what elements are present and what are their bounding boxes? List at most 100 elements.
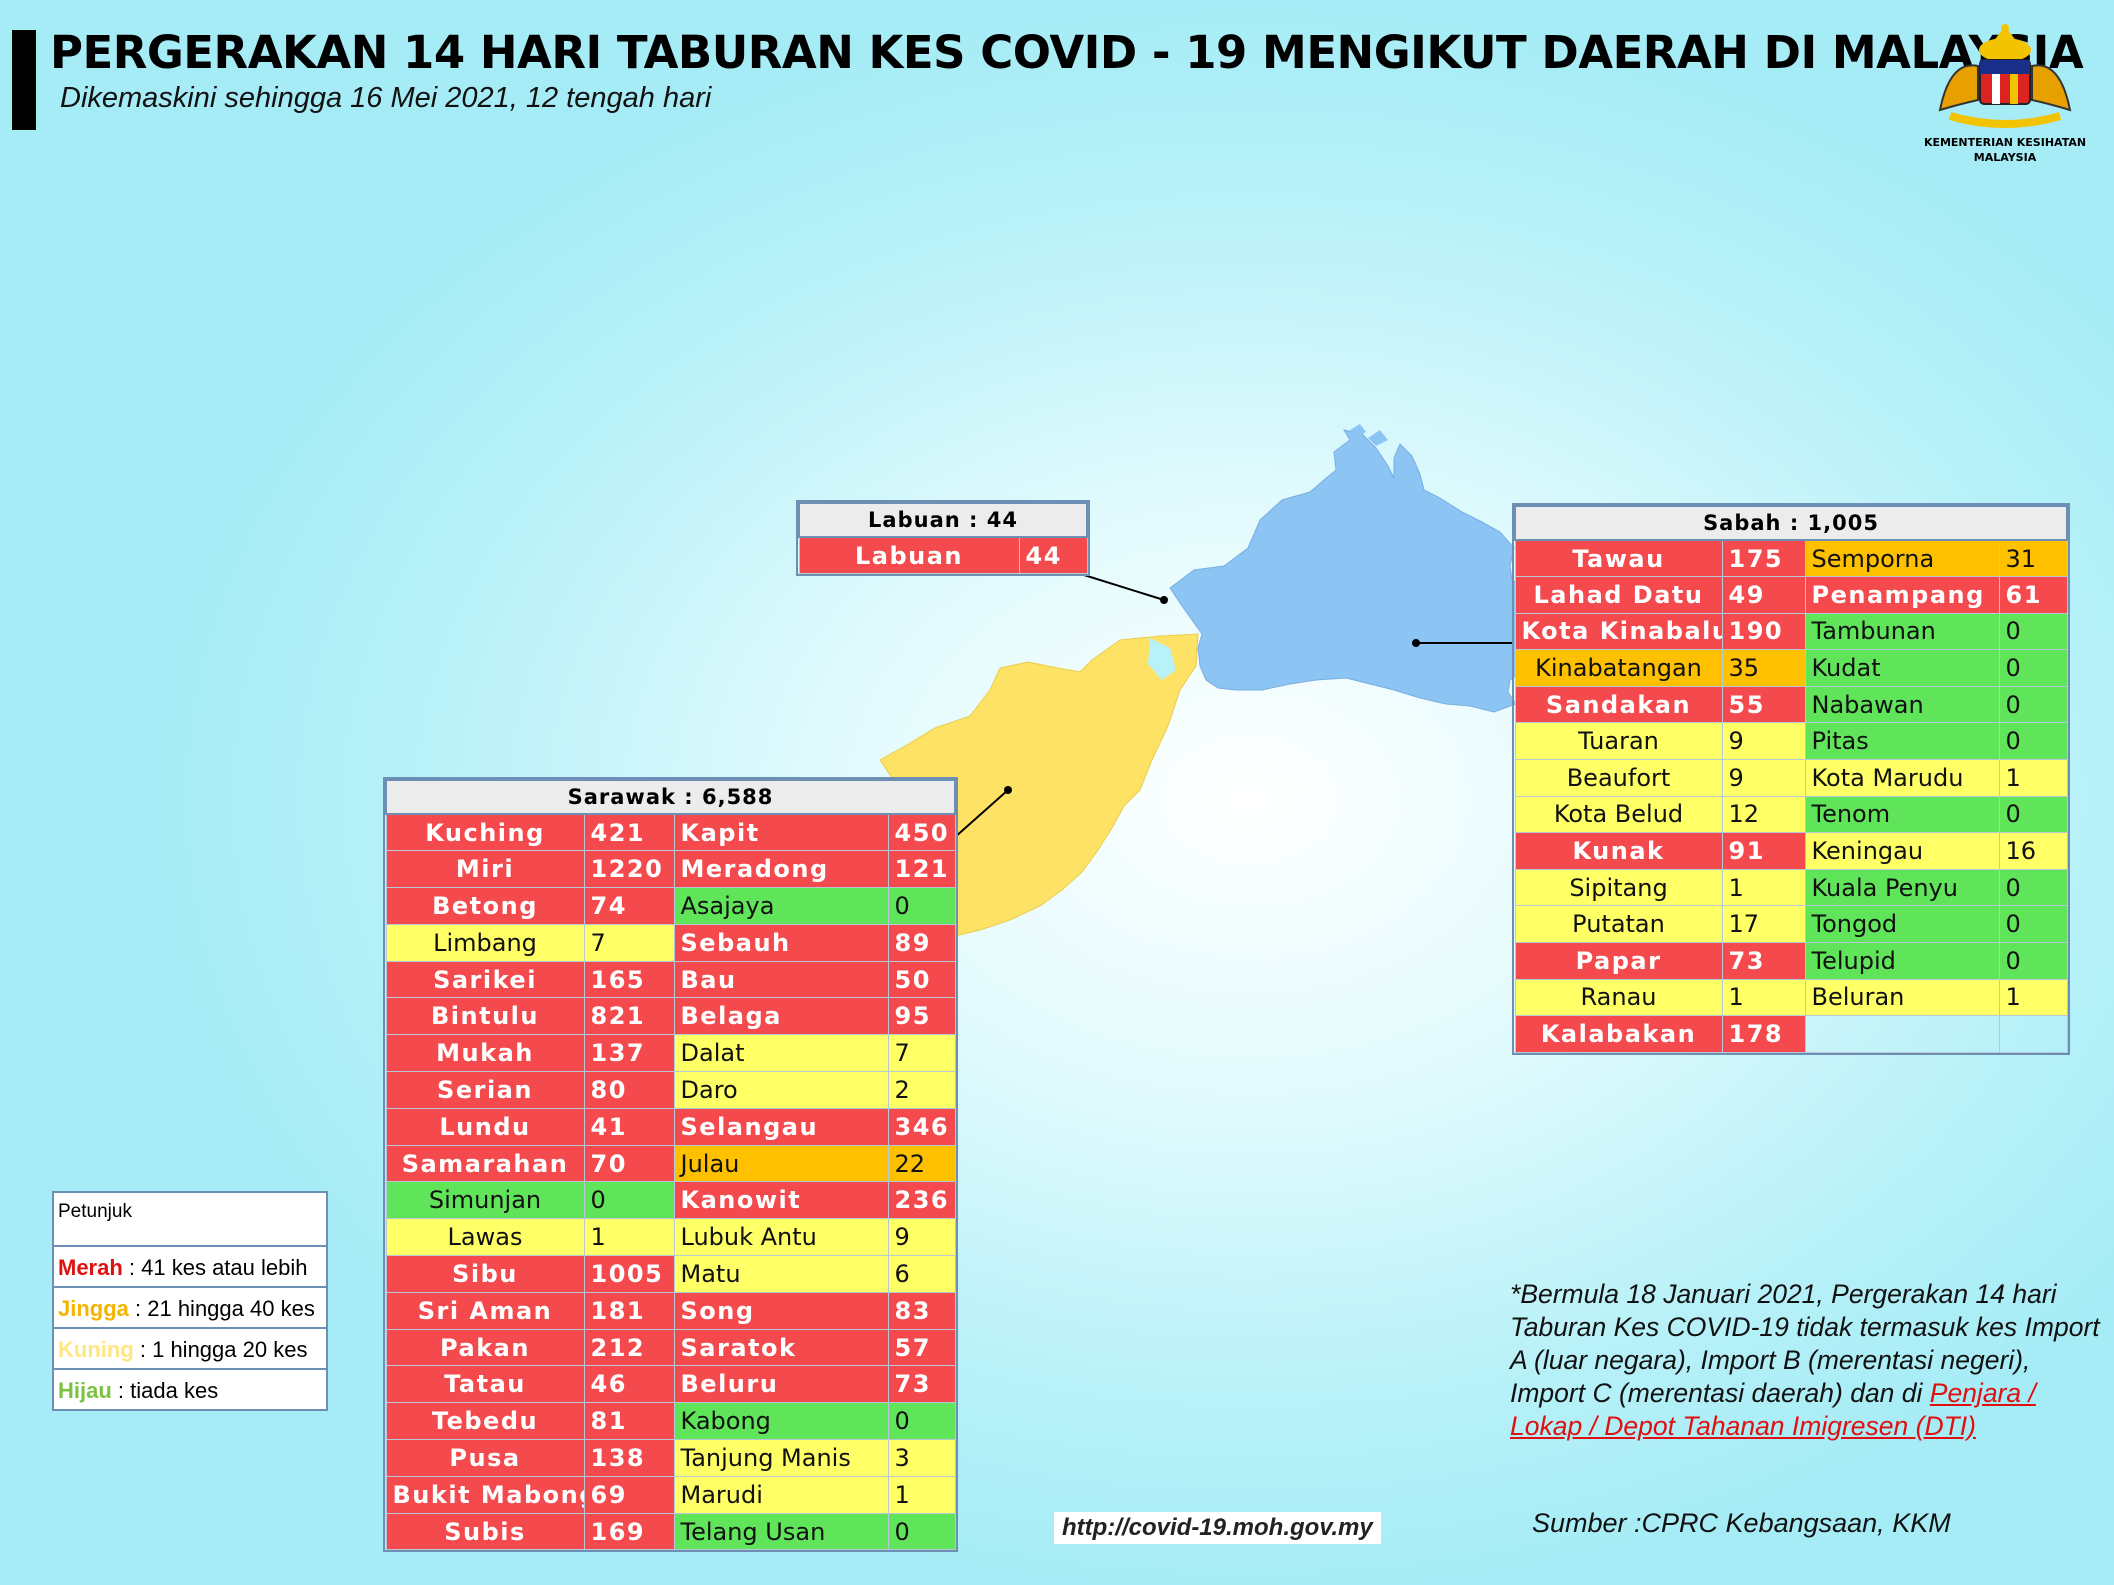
source-url-link[interactable]: http://covid-19.moh.gov.my: [1054, 1512, 1381, 1544]
district-case-count: 346: [887, 1107, 956, 1146]
table-row: Mukah 137 Dalat 7: [385, 1034, 956, 1073]
table-row: Pakan 212 Saratok 57: [385, 1328, 956, 1367]
table-row: Bintulu 821 Belaga 95: [385, 997, 956, 1036]
labuan-pointer-dot: [1160, 596, 1168, 604]
district-case-count: 61: [1998, 576, 2068, 614]
logo-caption-ministry: KEMENTERIAN KESIHATAN: [1923, 136, 2087, 149]
district-name: Tanjung Manis: [673, 1439, 889, 1477]
legend-item: Merah : 41 kes atau lebih: [54, 1247, 326, 1288]
district-name: Semporna: [1804, 539, 2000, 578]
table-row: Ranau 1 Beluran 1: [1514, 978, 2068, 1017]
district-name: Tawau: [1514, 539, 1723, 578]
district-name: Kota Marudu: [1804, 759, 2000, 797]
district-name: Selangau: [673, 1107, 889, 1146]
table-row: Kalabakan 178: [1514, 1015, 2068, 1053]
footnote-link[interactable]: Penjara / Lokap / Depot Tahanan Imigrese…: [1510, 1378, 2036, 1441]
district-name: Lahad Datu: [1514, 576, 1723, 614]
district-name: Matu: [673, 1255, 889, 1293]
district-case-count: 181: [583, 1291, 675, 1330]
labuan-table: Labuan : 44 Labuan 44: [796, 499, 1090, 577]
district-case-count: 7: [583, 923, 675, 962]
district-name: Ranau: [1514, 978, 1723, 1017]
district-case-count: 74: [583, 887, 675, 925]
district-name: Sibu: [385, 1255, 585, 1293]
district-name: Nabawan: [1804, 685, 2000, 724]
legend-key: Kuning: [58, 1337, 134, 1362]
legend-item: Kuning : 1 hingga 20 kes: [54, 1329, 326, 1370]
district-case-count: 16: [1998, 832, 2068, 870]
district-name: Pakan: [385, 1328, 585, 1367]
district-case-count: 137: [583, 1034, 675, 1073]
legend-key: Merah: [58, 1255, 123, 1280]
district-case-count: 178: [1721, 1015, 1806, 1053]
district-name: Simunjan: [385, 1181, 585, 1220]
district-case-count: 0: [887, 887, 956, 925]
table-row: Betong 74 Asajaya 0: [385, 887, 956, 925]
district-case-count: 69: [583, 1475, 675, 1514]
table-row: Sibu 1005 Matu 6: [385, 1255, 956, 1293]
district-case-count: 0: [1998, 795, 2068, 834]
district-name: Marudi: [673, 1475, 889, 1514]
table-row: Tawau 175 Semporna 31: [1514, 539, 2068, 578]
district-name: Kinabatangan: [1514, 649, 1723, 687]
district-name: Song: [673, 1291, 889, 1330]
table-row: Lawas 1 Lubuk Antu 9: [385, 1218, 956, 1257]
district-name: Sipitang: [1514, 868, 1723, 907]
district-case-count: 95: [887, 997, 956, 1036]
legend-description: : 1 hingga 20 kes: [133, 1337, 308, 1362]
district-case-count: 0: [1998, 722, 2068, 761]
district-name: Kapit: [673, 813, 889, 852]
district-case-count: 50: [887, 960, 956, 999]
district-name: Bintulu: [385, 997, 585, 1036]
district-case-count: 1: [1998, 759, 2068, 797]
page-subtitle: Dikemaskini sehingga 16 Mei 2021, 12 ten…: [60, 82, 712, 114]
table-row: Lundu 41 Selangau 346: [385, 1107, 956, 1146]
district-name: Tambunan: [1804, 612, 2000, 651]
district-name: Bukit Mabong: [385, 1475, 585, 1514]
district-case-count: 0: [887, 1512, 956, 1551]
district-case-count: 450: [887, 813, 956, 852]
table-row: Tebedu 81 Kabong 0: [385, 1402, 956, 1441]
table-row: Kota Kinabalu 190 Tambunan 0: [1514, 612, 2068, 651]
district-name: Meradong: [673, 850, 889, 889]
district-case-count: 73: [887, 1365, 956, 1404]
district-name: Kunak: [1514, 832, 1723, 870]
district-case-count: 70: [583, 1144, 675, 1183]
district-name: Subis: [385, 1512, 585, 1551]
district-case-count: 57: [887, 1328, 956, 1367]
district-case-count: 6: [887, 1255, 956, 1293]
district-case-count: 17: [1721, 905, 1806, 944]
table-row: Kunak 91 Keningau 16: [1514, 832, 2068, 870]
district-case-count: 89: [887, 923, 956, 962]
district-name: Putatan: [1514, 905, 1723, 944]
district-case-count: 0: [1998, 612, 2068, 651]
sarawak-pointer-dot: [1004, 786, 1012, 794]
table-row: Sri Aman 181 Song 83: [385, 1291, 956, 1330]
table-row: Sarikei 165 Bau 50: [385, 960, 956, 999]
district-case-count: 1220: [583, 850, 675, 889]
district-case-count: 1: [1998, 978, 2068, 1017]
district-case-count: 80: [583, 1071, 675, 1109]
district-name: Limbang: [385, 923, 585, 962]
table-row: Simunjan 0 Kanowit 236: [385, 1181, 956, 1220]
district-case-count: 46: [583, 1365, 675, 1404]
district-name: Pusa: [385, 1439, 585, 1477]
table-row: Limbang 7 Sebauh 89: [385, 923, 956, 962]
district-case-count: 9: [887, 1218, 956, 1257]
district-case-count: [1998, 1015, 2068, 1053]
kkm-logo: KEMENTERIAN KESIHATAN MALAYSIA: [1910, 20, 2100, 165]
district-name: Mukah: [385, 1034, 585, 1073]
legend-key: Hijau: [58, 1378, 112, 1403]
district-case-count: 121: [887, 850, 956, 889]
sarawak-region: [879, 633, 1199, 937]
title-accent-bar: [12, 30, 36, 130]
sabah-pointer-dot: [1412, 639, 1420, 647]
district-case-count: 9: [1721, 759, 1806, 797]
table-row: Beaufort 9 Kota Marudu 1: [1514, 759, 2068, 797]
district-name: Telang Usan: [673, 1512, 889, 1551]
legend-key: Jingga: [58, 1296, 129, 1321]
district-name: Kudat: [1804, 649, 2000, 687]
district-name: Kuala Penyu: [1804, 868, 2000, 907]
district-name: Asajaya: [673, 887, 889, 925]
district-case-count: 212: [583, 1328, 675, 1367]
